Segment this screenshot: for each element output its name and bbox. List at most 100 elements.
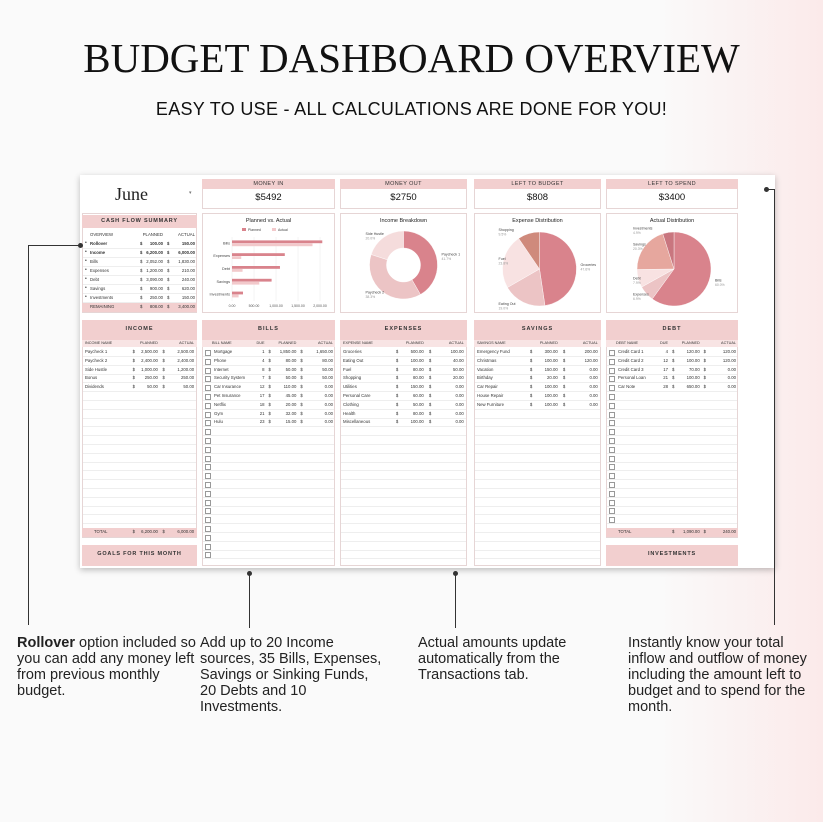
currency-sign: $ — [268, 401, 271, 407]
row-line — [203, 444, 334, 445]
row-line — [83, 257, 196, 258]
slice-label: Bills — [715, 278, 722, 282]
cell-name: Debt — [90, 277, 100, 282]
column-header: DUE — [256, 340, 265, 345]
row-line — [83, 452, 196, 454]
bar — [232, 294, 239, 298]
row-line — [83, 400, 196, 401]
row-line — [203, 505, 334, 507]
currency-sign: $ — [395, 384, 399, 390]
connector-line — [766, 189, 774, 190]
caption: Actual amounts update automatically from… — [418, 635, 567, 683]
cell-actual: 250.00 — [180, 375, 195, 381]
cell-actual: 210.00 — [181, 268, 195, 273]
cell-planned: 60.00 — [413, 393, 424, 398]
connector-dot — [453, 570, 458, 576]
cell-planned: 100.00 — [544, 384, 558, 390]
page-subtitle: EASY TO USE - ALL CALCULATIONS ARE DONE … — [155, 99, 668, 119]
goals-band — [82, 545, 197, 566]
row-line — [341, 444, 466, 445]
row-line — [475, 470, 600, 472]
row-line — [607, 452, 737, 454]
row-line — [83, 488, 196, 489]
caption-bold: Rollover — [17, 635, 76, 651]
chart: Planned vs. Actual Planned Actual 0.00 500.0… — [202, 213, 335, 313]
currency-sign: $ — [703, 375, 707, 381]
row-line — [475, 364, 600, 366]
row-line — [203, 488, 334, 489]
cash-flow-panel — [82, 213, 197, 313]
cell-name: Internet — [214, 366, 229, 372]
currency-sign: $ — [268, 349, 271, 354]
row-line — [607, 505, 737, 507]
caption: Rollover option included so you can add … — [17, 635, 202, 699]
dropdown-arrow: ▾ — [189, 190, 192, 196]
slice-label: Savings — [633, 243, 646, 247]
cell-planned: 250.00 — [144, 375, 158, 381]
card-value: $5492 — [255, 192, 282, 203]
cell-name: Credit Card 1 — [618, 349, 644, 354]
bullet: • — [85, 249, 87, 255]
table-header-band — [474, 340, 601, 347]
row-line — [341, 417, 466, 419]
connector-line — [455, 573, 456, 628]
checkbox — [609, 464, 615, 471]
currency-sign: $ — [300, 410, 303, 416]
row-line — [341, 382, 466, 384]
currency-sign: $ — [300, 419, 303, 425]
cell-planned: 70.00 — [688, 366, 700, 372]
checkbox — [609, 420, 615, 427]
currency-sign: $ — [132, 375, 135, 381]
slice-label: Eating Out — [499, 302, 516, 306]
currency-sign: $ — [140, 268, 143, 273]
bullet: • — [85, 240, 87, 246]
row-line — [607, 391, 737, 393]
table-title-band — [340, 320, 467, 340]
slice-value-label: 47.6% — [581, 268, 591, 272]
checkbox — [609, 350, 615, 356]
row-line — [341, 540, 466, 542]
table-title-band — [202, 320, 335, 340]
cell-planned: 500.00 — [410, 349, 424, 354]
currency-sign: $ — [300, 401, 303, 407]
cell-planned: 80.00 — [413, 410, 424, 416]
row-line — [607, 373, 737, 375]
currency-sign: $ — [167, 286, 170, 291]
row-line — [607, 523, 737, 525]
cell-planned: 32.00 — [285, 410, 297, 416]
cell-actual: 0.00 — [589, 401, 598, 407]
currency-sign: $ — [703, 384, 707, 390]
currency-sign: $ — [167, 241, 170, 246]
cell-name: Bills — [90, 259, 98, 264]
row-line — [607, 382, 737, 384]
cell-due: 7 — [262, 375, 265, 381]
checkbox — [609, 473, 615, 480]
column-header: INCOME NAME — [85, 340, 113, 345]
cell-due: 4 — [262, 357, 265, 363]
row-line — [83, 293, 196, 294]
cell-name: Netflix — [214, 401, 226, 407]
row-line — [607, 470, 737, 472]
slice-label: Shopping — [499, 228, 514, 232]
cell-name: Car Repair — [477, 384, 498, 390]
pie-slice — [403, 230, 438, 295]
chart: Income Breakdown Paycheck 141.7% Paycheck … — [340, 213, 467, 313]
currency-sign: $ — [140, 241, 143, 246]
cell-name: New Furniture — [477, 401, 504, 407]
cell-planned: 100.00 — [410, 357, 424, 363]
cell-actual: 0.00 — [455, 410, 464, 416]
slice-value-label: 41.7% — [442, 257, 452, 261]
row-line — [475, 558, 600, 560]
cell-actual: 0.00 — [589, 375, 598, 381]
table-title: DEBT — [662, 326, 682, 332]
checkbox — [205, 420, 211, 427]
slice-label: Expenses — [633, 293, 649, 297]
cell-actual: 50.00 — [453, 366, 464, 372]
checkbox — [609, 402, 615, 409]
cell-planned: 80.00 — [413, 366, 424, 372]
checkbox — [205, 482, 211, 488]
currency-sign: $ — [428, 349, 432, 354]
card-band — [340, 179, 467, 189]
currency-sign: $ — [140, 277, 143, 282]
checkbox — [609, 482, 615, 488]
